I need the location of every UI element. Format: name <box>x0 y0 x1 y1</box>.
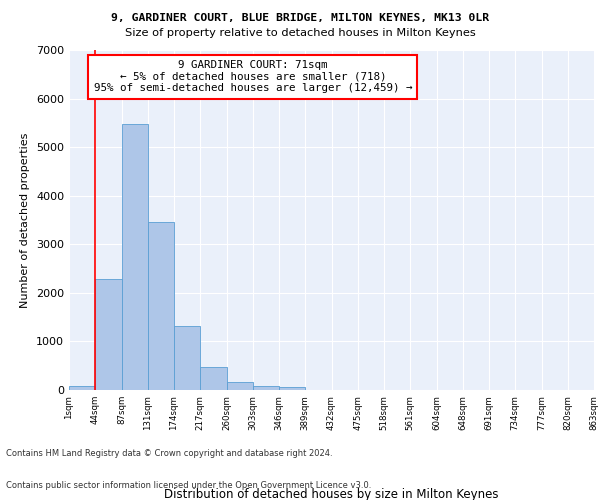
Bar <box>227 382 253 390</box>
Bar <box>69 386 95 390</box>
Text: Size of property relative to detached houses in Milton Keynes: Size of property relative to detached ho… <box>125 28 475 38</box>
Bar <box>148 222 174 390</box>
Text: Contains public sector information licensed under the Open Government Licence v3: Contains public sector information licen… <box>6 481 371 490</box>
Text: Contains HM Land Registry data © Crown copyright and database right 2024.: Contains HM Land Registry data © Crown c… <box>6 448 332 458</box>
Bar <box>95 280 121 390</box>
Bar <box>200 367 227 390</box>
Bar <box>174 326 200 390</box>
Bar <box>253 386 279 390</box>
Text: 9 GARDINER COURT: 71sqm
← 5% of detached houses are smaller (718)
95% of semi-de: 9 GARDINER COURT: 71sqm ← 5% of detached… <box>94 60 412 94</box>
X-axis label: Distribution of detached houses by size in Milton Keynes: Distribution of detached houses by size … <box>164 488 499 500</box>
Bar <box>121 124 148 390</box>
Text: 9, GARDINER COURT, BLUE BRIDGE, MILTON KEYNES, MK13 0LR: 9, GARDINER COURT, BLUE BRIDGE, MILTON K… <box>111 12 489 22</box>
Y-axis label: Number of detached properties: Number of detached properties <box>20 132 31 308</box>
Bar <box>279 387 305 390</box>
